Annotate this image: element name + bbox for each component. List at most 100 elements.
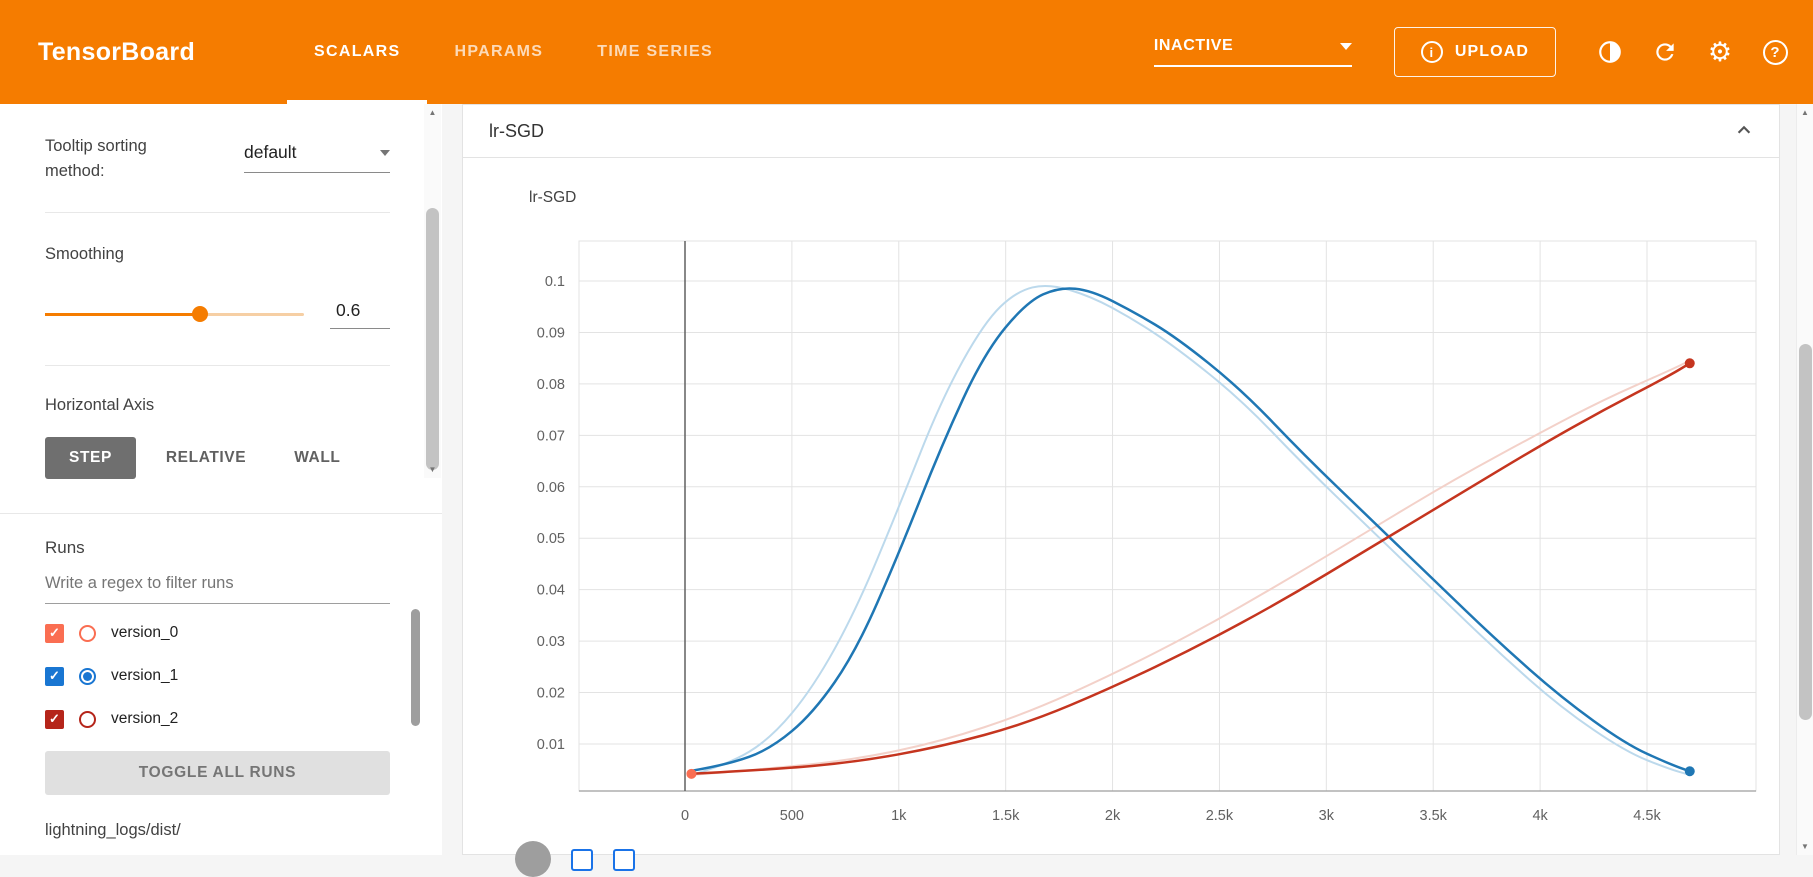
tooltip-sorting-select[interactable]: default xyxy=(244,142,390,173)
run-filter-input[interactable] xyxy=(45,557,390,604)
tooltip-sorting-label: Tooltip sorting method: xyxy=(45,137,147,180)
axis-step-button[interactable]: STEP xyxy=(45,436,136,479)
smoothing-slider[interactable] xyxy=(45,306,304,322)
check-icon: ✓ xyxy=(49,668,60,683)
svg-text:4.5k: 4.5k xyxy=(1633,808,1661,824)
run-list-scrollbar-thumb[interactable] xyxy=(411,609,420,726)
horizontal-axis-label: Horizontal Axis xyxy=(45,395,155,414)
scalar-card-header: lr-SGD xyxy=(463,105,1779,158)
smoothing-slider-fill xyxy=(45,312,201,316)
sidebar-scrollbar-thumb[interactable] xyxy=(426,208,439,470)
log-directory-path: lightning_logs/dist/ xyxy=(45,820,181,839)
svg-text:1k: 1k xyxy=(891,808,907,824)
nav-tabs: SCALARS HPARAMS TIME SERIES xyxy=(287,0,740,104)
chevron-down-icon xyxy=(380,149,390,156)
run-radio-dot xyxy=(83,671,92,681)
refresh-icon[interactable] xyxy=(1651,38,1679,66)
settings-gear-icon[interactable]: ⚙ xyxy=(1707,36,1733,67)
header-right-cluster: INACTIVE i UPLOAD ⚙ ? xyxy=(1153,27,1789,77)
run-name: version_0 xyxy=(111,624,179,641)
smoothing-label: Smoothing xyxy=(45,244,124,263)
run-name: version_1 xyxy=(111,667,179,684)
upload-button-label: UPLOAD xyxy=(1454,43,1529,60)
run-radio[interactable] xyxy=(79,624,96,642)
run-row[interactable]: ✓ version_2 xyxy=(45,698,390,741)
run-checkbox[interactable]: ✓ xyxy=(45,623,64,643)
chevron-up-icon xyxy=(1731,117,1757,146)
status-dropdown[interactable]: INACTIVE xyxy=(1153,37,1352,67)
tab-scalars[interactable]: SCALARS xyxy=(287,0,428,104)
chevron-down-icon xyxy=(1339,42,1352,50)
svg-text:3.5k: 3.5k xyxy=(1420,808,1448,824)
scroll-up-icon[interactable]: ▲ xyxy=(1801,108,1809,117)
runs-section: Runs ✓ version_0 ✓ version_1 ✓ version_2… xyxy=(0,512,442,840)
svg-text:3k: 3k xyxy=(1319,808,1335,824)
collapse-card-button[interactable] xyxy=(1731,117,1757,146)
svg-text:0.06: 0.06 xyxy=(537,480,565,496)
svg-text:2.5k: 2.5k xyxy=(1206,808,1234,824)
chart-title: lr-SGD xyxy=(529,189,577,206)
runs-title: Runs xyxy=(45,537,85,557)
help-icon[interactable]: ? xyxy=(1761,38,1789,66)
info-icon: i xyxy=(1420,41,1443,63)
svg-text:0.04: 0.04 xyxy=(537,583,565,599)
horizontal-axis-row: Horizontal Axis STEP RELATIVE WALL xyxy=(45,366,390,513)
card-title: lr-SGD xyxy=(489,120,544,141)
svg-text:0.08: 0.08 xyxy=(537,377,565,393)
svg-text:0.1: 0.1 xyxy=(545,274,565,290)
svg-text:0.01: 0.01 xyxy=(537,737,565,753)
tooltip-sorting-row: Tooltip sorting method: default xyxy=(45,104,390,213)
settings-sidebar: Tooltip sorting method: default Smoothin… xyxy=(0,104,442,855)
app-logo: TensorBoard xyxy=(38,37,196,66)
run-radio-dot xyxy=(83,715,92,724)
axis-relative-button[interactable]: RELATIVE xyxy=(148,437,264,479)
run-radio-dot xyxy=(83,629,92,638)
app-header: TensorBoard SCALARS HPARAMS TIME SERIES … xyxy=(0,0,1813,104)
scroll-down-icon[interactable]: ▼ xyxy=(1801,842,1809,851)
status-dropdown-value: INACTIVE xyxy=(1153,37,1234,54)
scroll-down-icon[interactable]: ▼ xyxy=(428,465,437,474)
run-row[interactable]: ✓ version_0 xyxy=(45,612,390,655)
general-settings-section: Tooltip sorting method: default Smoothin… xyxy=(0,104,442,513)
run-radio[interactable] xyxy=(79,710,96,728)
svg-text:0.09: 0.09 xyxy=(537,325,565,341)
svg-text:0.05: 0.05 xyxy=(537,531,565,547)
scalar-card: lr-SGD lr-SGD 0.01 0.02 0.03 0.04 0.05 0.06 0.… xyxy=(462,104,1781,877)
tab-hparams[interactable]: HPARAMS xyxy=(454,43,544,60)
svg-text:1.5k: 1.5k xyxy=(992,808,1020,824)
svg-text:500: 500 xyxy=(780,808,804,824)
sidebar-scrollbar[interactable]: ▲ ▼ xyxy=(424,104,441,478)
svg-text:0.07: 0.07 xyxy=(537,428,565,444)
run-name: version_2 xyxy=(111,710,179,727)
axis-wall-button[interactable]: WALL xyxy=(276,437,358,479)
header-icons: ⚙ ? xyxy=(1596,38,1789,66)
svg-text:2k: 2k xyxy=(1105,808,1121,824)
run-row[interactable]: ✓ version_1 xyxy=(45,655,390,698)
smoothing-value-field[interactable]: 0.6 xyxy=(330,300,390,329)
main-scrollbar[interactable]: ▲ ▼ xyxy=(1796,104,1813,855)
smoothing-row: Smoothing 0.6 xyxy=(45,213,390,366)
svg-text:0.02: 0.02 xyxy=(537,686,565,702)
main-scrollbar-thumb[interactable] xyxy=(1799,344,1812,720)
run-checkbox[interactable]: ✓ xyxy=(45,709,64,729)
card-action-circle-button[interactable] xyxy=(515,841,551,877)
theme-toggle-icon[interactable] xyxy=(1596,38,1624,66)
check-icon: ✓ xyxy=(49,625,60,640)
card-action-button-2[interactable] xyxy=(613,849,635,871)
svg-text:4k: 4k xyxy=(1532,808,1548,824)
tooltip-sorting-value: default xyxy=(244,142,297,162)
scroll-up-icon[interactable]: ▲ xyxy=(428,108,437,117)
upload-button[interactable]: i UPLOAD xyxy=(1393,27,1556,77)
smoothing-slider-knob[interactable] xyxy=(192,306,209,322)
run-checkbox[interactable]: ✓ xyxy=(45,666,64,686)
run-list: ✓ version_0 ✓ version_1 ✓ version_2 xyxy=(45,612,390,741)
scalar-chart[interactable]: 0.01 0.02 0.03 0.04 0.05 0.06 0.07 0.08 0.09 0.1 0… xyxy=(463,158,1781,856)
card-action-button-1[interactable] xyxy=(571,849,593,871)
toggle-all-runs-button[interactable]: TOGGLE ALL RUNS xyxy=(45,750,390,795)
check-icon: ✓ xyxy=(49,711,60,726)
svg-text:0.03: 0.03 xyxy=(537,634,565,650)
tab-time-series[interactable]: TIME SERIES xyxy=(597,43,713,60)
card-footer-actions xyxy=(515,841,635,877)
run-radio[interactable] xyxy=(79,667,96,685)
svg-text:0: 0 xyxy=(681,808,689,824)
